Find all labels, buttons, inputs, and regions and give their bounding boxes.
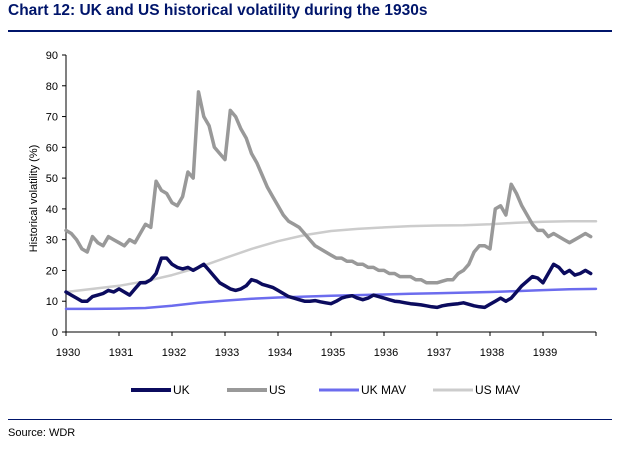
x-tick-label: 1939 — [533, 347, 557, 359]
y-tick-label: 70 — [46, 112, 58, 124]
y-tick-label: 0 — [52, 327, 58, 339]
x-tick-label: 1934 — [268, 347, 292, 359]
x-tick-label: 1938 — [480, 347, 504, 359]
y-tick-label: 80 — [46, 81, 58, 93]
y-tick-label: 60 — [46, 142, 58, 154]
legend-label-uk-mav: UK MAV — [361, 383, 406, 397]
y-tick-label: 30 — [46, 235, 58, 247]
y-tick-label: 50 — [46, 173, 58, 185]
x-tick-label: 1931 — [109, 347, 133, 359]
y-tick-label: 40 — [46, 204, 58, 216]
series-line-uk-mav — [64, 287, 598, 311]
footer-rule — [8, 419, 612, 420]
y-tick-label: 90 — [46, 50, 58, 62]
legend-label-uk: UK — [173, 383, 190, 397]
title-rule — [8, 30, 612, 32]
chart-title: Chart 12: UK and US historical volatilit… — [8, 2, 428, 19]
x-tick-label: 1933 — [215, 347, 239, 359]
x-tick-label: 1932 — [162, 347, 186, 359]
y-axis-title: Historical volatility (%) — [28, 145, 40, 253]
line-chart: 0 10 20 30 40 50 60 70 80 90 1930 1931 1932 1933 1934 1… — [28, 50, 598, 397]
y-tick-label: 20 — [46, 265, 58, 277]
x-tick-label: 1930 — [56, 347, 80, 359]
x-tick-label: 1935 — [321, 347, 345, 359]
legend-label-us-mav: US MAV — [475, 383, 520, 397]
series-line-uk — [64, 256, 593, 310]
x-tick-label: 1936 — [374, 347, 398, 359]
y-tick-label: 10 — [46, 296, 58, 308]
x-tick-label: 1937 — [427, 347, 451, 359]
source-note: Source: WDR — [8, 427, 76, 439]
series-line-us-mav — [64, 219, 598, 294]
series-line-us — [64, 90, 593, 285]
legend-label-us: US — [269, 383, 286, 397]
